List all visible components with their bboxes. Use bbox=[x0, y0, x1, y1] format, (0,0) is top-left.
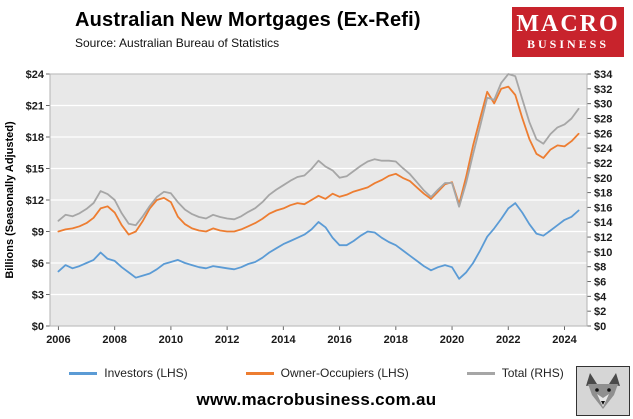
title-block: Australian New Mortgages (Ex-Refi) Sourc… bbox=[75, 0, 633, 50]
svg-text:2022: 2022 bbox=[496, 334, 520, 346]
total-line-swatch bbox=[466, 371, 495, 375]
svg-text:$12: $12 bbox=[594, 232, 612, 244]
svg-text:$24: $24 bbox=[26, 69, 45, 81]
svg-text:$30: $30 bbox=[594, 99, 612, 111]
svg-text:2018: 2018 bbox=[384, 334, 408, 346]
svg-text:$2: $2 bbox=[594, 306, 606, 318]
chart-footer: www.macrobusiness.com.au bbox=[0, 386, 633, 419]
svg-text:2016: 2016 bbox=[327, 334, 351, 346]
svg-text:Billions (Seasonally Adjusted): Billions (Seasonally Adjusted) bbox=[4, 121, 16, 279]
svg-text:$26: $26 bbox=[594, 128, 612, 140]
svg-text:$6: $6 bbox=[594, 277, 606, 289]
svg-text:2008: 2008 bbox=[102, 334, 126, 346]
line-chart: $0 $3 $6 $9 $12 $15 $18 $21 $24 $0 $2 $4 $6 $8 $10 $12 $… bbox=[4, 69, 613, 346]
svg-text:$14: $14 bbox=[594, 217, 613, 229]
logo-text-business: BUSINESS bbox=[526, 37, 610, 51]
svg-text:$8: $8 bbox=[594, 262, 606, 274]
svg-text:$0: $0 bbox=[32, 321, 44, 333]
wolf-icon bbox=[586, 373, 620, 409]
svg-text:$34: $34 bbox=[594, 69, 613, 81]
legend-label-total: Total (RHS) bbox=[501, 366, 564, 380]
svg-text:2010: 2010 bbox=[159, 334, 183, 346]
legend-item-total: Total (RHS) bbox=[466, 366, 564, 380]
svg-text:$18: $18 bbox=[26, 132, 44, 144]
svg-text:$20: $20 bbox=[594, 173, 612, 185]
website-url: www.macrobusiness.com.au bbox=[196, 390, 437, 409]
svg-text:2024: 2024 bbox=[552, 334, 577, 346]
svg-text:$28: $28 bbox=[594, 113, 612, 125]
svg-text:2014: 2014 bbox=[271, 334, 296, 346]
svg-text:$6: $6 bbox=[32, 258, 44, 270]
svg-text:$22: $22 bbox=[594, 158, 612, 170]
svg-text:$12: $12 bbox=[26, 195, 44, 207]
legend-item-owner-occupiers: Owner-Occupiers (LHS) bbox=[245, 366, 409, 380]
svg-text:2006: 2006 bbox=[46, 334, 70, 346]
svg-text:2012: 2012 bbox=[215, 334, 239, 346]
svg-text:$32: $32 bbox=[594, 84, 612, 96]
macrobusiness-logo: MACRO BUSINESS bbox=[512, 7, 624, 57]
legend-item-investors: Investors (LHS) bbox=[69, 366, 188, 380]
svg-text:$16: $16 bbox=[594, 202, 612, 214]
svg-text:$3: $3 bbox=[32, 290, 44, 302]
svg-text:$21: $21 bbox=[26, 101, 44, 113]
chart-legend: Investors (LHS) Owner-Occupiers (LHS) To… bbox=[0, 360, 633, 386]
page-title: Australian New Mortgages (Ex-Refi) bbox=[75, 9, 421, 31]
wolf-logo bbox=[576, 366, 630, 416]
svg-text:$9: $9 bbox=[32, 227, 44, 239]
chart-header: Australian New Mortgages (Ex-Refi) Sourc… bbox=[0, 0, 633, 64]
legend-label-owner-occupiers: Owner-Occupiers (LHS) bbox=[280, 366, 409, 380]
svg-text:$18: $18 bbox=[594, 188, 612, 200]
logo-text-macro: MACRO bbox=[516, 11, 620, 37]
svg-text:$24: $24 bbox=[594, 143, 613, 155]
svg-text:$4: $4 bbox=[594, 291, 607, 303]
investors-line-swatch bbox=[69, 371, 98, 375]
svg-text:2020: 2020 bbox=[440, 334, 464, 346]
svg-text:$15: $15 bbox=[26, 164, 44, 176]
source-note: Source: Australian Bureau of Statistics bbox=[75, 36, 280, 50]
owner-occupiers-line-swatch bbox=[245, 371, 274, 375]
svg-text:$0: $0 bbox=[594, 321, 606, 333]
legend-label-investors: Investors (LHS) bbox=[104, 366, 188, 380]
svg-text:$10: $10 bbox=[594, 247, 612, 259]
